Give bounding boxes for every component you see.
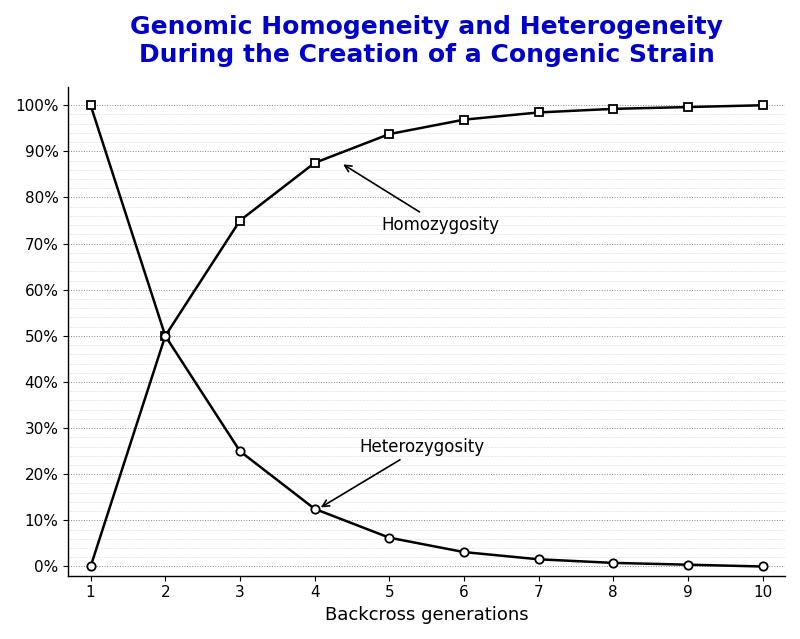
X-axis label: Backcross generations: Backcross generations (325, 606, 529, 624)
Title: Genomic Homogeneity and Heterogeneity
During the Creation of a Congenic Strain: Genomic Homogeneity and Heterogeneity Du… (130, 15, 723, 67)
Text: Homozygosity: Homozygosity (345, 166, 500, 234)
Text: Heterozygosity: Heterozygosity (322, 438, 485, 507)
